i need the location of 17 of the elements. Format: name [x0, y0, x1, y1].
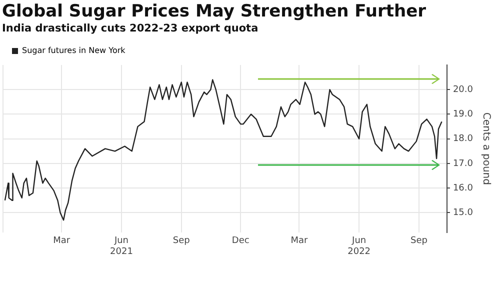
y-tick-label: 17.0 [452, 158, 474, 169]
y-tick-label: 15.0 [452, 208, 474, 218]
x-tick-label: Dec [232, 236, 250, 246]
x-tick-label: Sep [172, 236, 190, 246]
x-tick-label: Jun 2022 [348, 236, 371, 257]
x-tick-label: Mar [53, 236, 70, 246]
y-tick-label: 18.0 [452, 134, 474, 144]
y-tick-label: 20.0 [452, 84, 474, 95]
x-tick-label: Jun 2021 [110, 236, 133, 257]
x-tick-label: Sep [410, 236, 428, 246]
y-tick-label: 16.0 [452, 183, 474, 194]
y-tick-label: 19.0 [452, 110, 474, 120]
y-axis-title: Cents a pound [480, 112, 492, 185]
chart-subtitle: India drastically cuts 2022-23 export quota [2, 22, 258, 34]
x-tick-label: Mar [290, 236, 308, 246]
legend-label: Sugar futures in New York [22, 46, 126, 56]
chart-title: Global Sugar Prices May Strengthen Further [2, 2, 427, 22]
